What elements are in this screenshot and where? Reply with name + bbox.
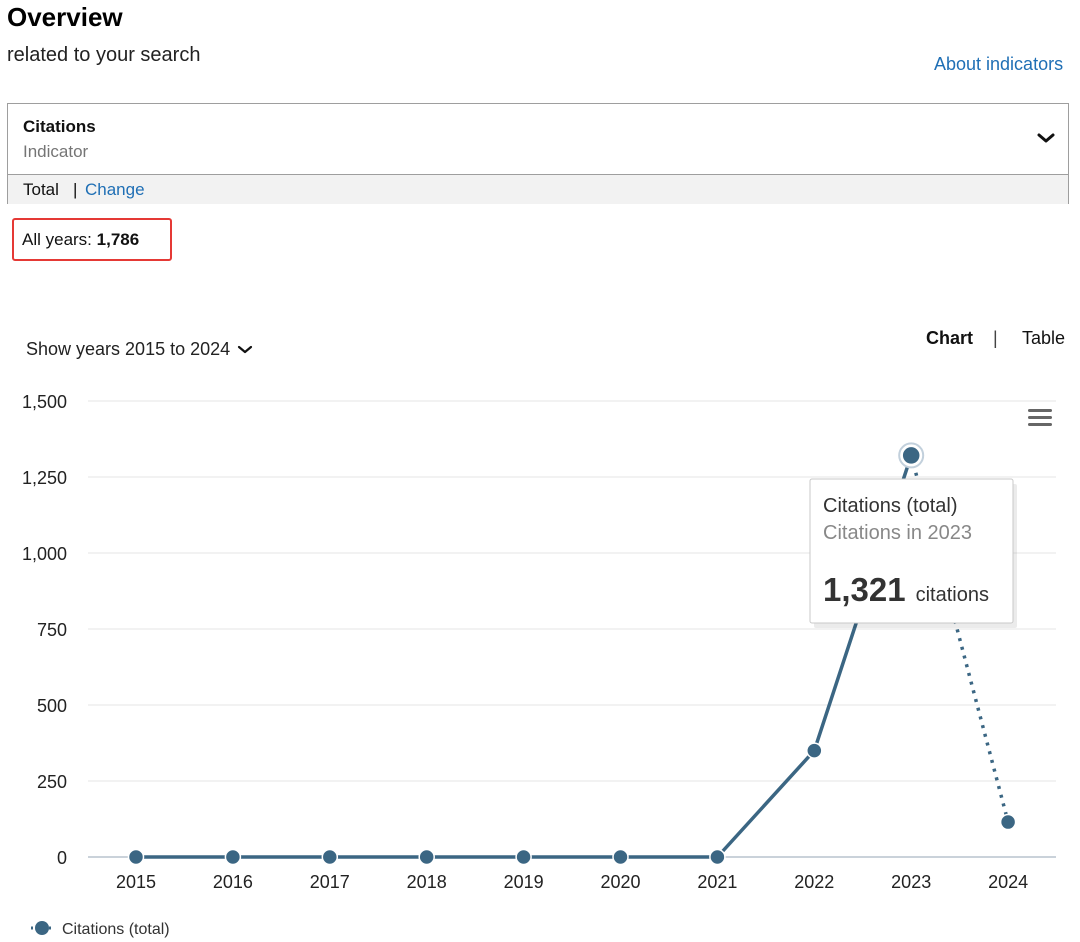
- y-tick-label: 0: [57, 848, 67, 868]
- data-point[interactable]: [806, 742, 823, 759]
- page-subtitle: related to your search: [7, 44, 201, 66]
- grid-lines: [88, 400, 1056, 858]
- x-tick-label: 2017: [310, 872, 350, 892]
- x-tick-label: 2019: [504, 872, 544, 892]
- legend-marker: [35, 921, 49, 935]
- table-view-toggle[interactable]: Table: [1022, 328, 1066, 348]
- x-tick-label: 2022: [794, 872, 834, 892]
- y-tick-label: 1,500: [22, 392, 67, 412]
- chart-legend[interactable]: Citations (total): [31, 921, 170, 938]
- indicator-name: Citations: [23, 117, 96, 136]
- x-tick-label: 2021: [697, 872, 737, 892]
- x-axis-labels: 2015 2016 2017 2018 2019 2020 2021 2022 2023 2024: [116, 872, 1028, 892]
- hamburger-menu-icon[interactable]: [1026, 408, 1054, 428]
- chart-tooltip: Citations (total) Citations in 2023 1,32…: [809, 478, 1017, 628]
- chevron-down-icon: [238, 346, 253, 354]
- tooltip-series: Citations (total): [823, 495, 958, 517]
- x-tick-label: 2024: [988, 872, 1028, 892]
- tooltip-value: 1,321: [823, 571, 906, 608]
- data-point[interactable]: [901, 445, 921, 466]
- indicator-mode-bar: Total | Change: [8, 175, 1068, 204]
- indicator-selector: Citations Indicator Total | Change: [7, 103, 1069, 204]
- y-axis-labels: 0 250 500 750 1,000 1,250 1,500: [22, 392, 67, 868]
- y-tick-label: 500: [37, 696, 67, 716]
- y-tick-label: 1,250: [22, 468, 67, 488]
- all-years-value: 1,786: [96, 230, 140, 249]
- chevron-down-icon[interactable]: [1036, 128, 1056, 148]
- data-point[interactable]: [515, 848, 532, 866]
- indicator-separator: |: [73, 180, 78, 199]
- about-indicators-link[interactable]: About indicators: [934, 54, 1064, 74]
- x-tick-label: 2015: [116, 872, 156, 892]
- data-point[interactable]: [418, 848, 435, 866]
- x-tick-label: 2018: [407, 872, 447, 892]
- y-tick-label: 750: [37, 620, 67, 640]
- x-tick-label: 2020: [600, 872, 640, 892]
- data-point[interactable]: [612, 848, 629, 866]
- x-tick-label: 2023: [891, 872, 931, 892]
- tooltip-unit: citations: [916, 584, 989, 606]
- indicator-dropdown[interactable]: Citations Indicator: [8, 104, 1068, 175]
- indicator-label: Indicator: [23, 142, 89, 161]
- all-years-label: All years:: [22, 230, 97, 249]
- page-title: Overview: [7, 2, 123, 32]
- tooltip-detail: Citations in 2023: [823, 522, 972, 544]
- y-tick-label: 250: [37, 772, 67, 792]
- chart-view-toggle[interactable]: Chart: [926, 328, 974, 348]
- legend-label: Citations (total): [62, 921, 170, 938]
- series-line: [136, 454, 913, 859]
- x-tick-label: 2016: [213, 872, 253, 892]
- data-point[interactable]: [709, 848, 726, 866]
- y-tick-label: 1,000: [22, 544, 67, 564]
- data-point[interactable]: [224, 848, 242, 866]
- data-point[interactable]: [321, 848, 339, 866]
- data-point[interactable]: [999, 813, 1017, 831]
- view-separator: |: [993, 328, 998, 348]
- all-years-summary: All years: 1,786: [12, 218, 172, 261]
- data-point[interactable]: [127, 848, 145, 866]
- year-range-label: Show years 2015 to 2024: [26, 339, 231, 359]
- data-points: [127, 442, 1017, 866]
- year-range-dropdown[interactable]: Show years 2015 to 2024: [26, 339, 253, 360]
- change-indicator-link[interactable]: Change: [85, 180, 145, 199]
- indicator-mode: Total: [23, 180, 59, 199]
